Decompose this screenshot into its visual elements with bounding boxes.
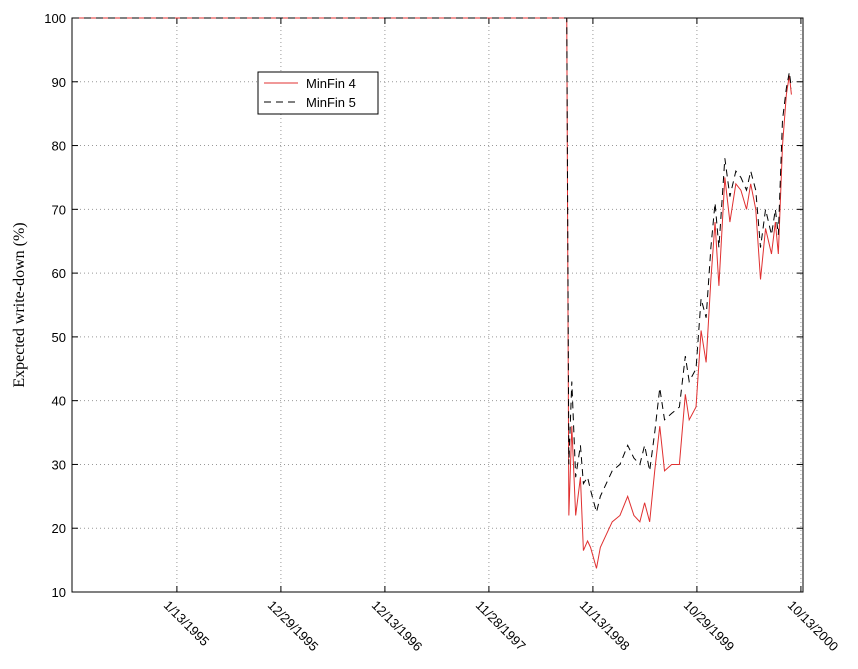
y-tick-label: 70 <box>52 202 66 217</box>
y-tick-label: 80 <box>52 139 66 154</box>
y-tick-label: 50 <box>52 330 66 345</box>
legend-label: MinFin 5 <box>306 95 356 110</box>
series-line <box>72 17 792 513</box>
y-tick-label: 10 <box>52 585 66 600</box>
legend-box <box>257 71 379 115</box>
y-tick-label: 20 <box>52 521 66 536</box>
y-axis-label: Expected write-down (%) <box>11 222 28 387</box>
y-tick-label: 60 <box>52 266 66 281</box>
series-line <box>72 17 792 569</box>
y-tick-label: 90 <box>52 75 66 90</box>
y-tick-label: 30 <box>52 457 66 472</box>
legend-label: MinFin 4 <box>306 76 356 91</box>
y-tick-label: 40 <box>52 394 66 409</box>
y-tick-label: 100 <box>44 11 66 26</box>
